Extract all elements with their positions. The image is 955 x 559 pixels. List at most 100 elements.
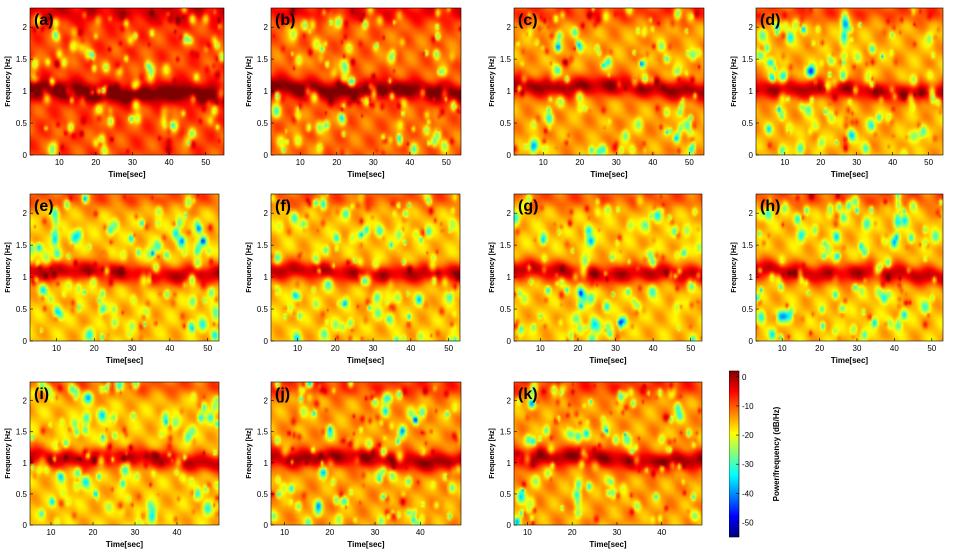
y-tick-label: 0.5 [742,119,754,128]
x-tick-label: 20 [816,158,825,167]
spectrogram-panel: (k) 10 20 30 40 0 0.5 1 1.5 2 Time[sec] Frequency [… [489,381,703,549]
panel-label: (c) [518,12,538,29]
plot-frame [29,381,220,526]
y-tick-label: 0.5 [742,305,754,314]
heatmap-image [271,382,461,525]
y-axis-label: Frequency [Hz] [5,56,12,107]
x-tick-label: 30 [852,158,861,167]
x-tick-label: 30 [369,344,378,353]
y-tick-label: 1.5 [257,241,269,250]
x-tick-label: 40 [406,344,415,353]
heatmap-image [30,194,219,341]
x-axis-label: Time[sec] [831,170,869,179]
x-tick-label: 20 [568,528,577,537]
colorbar-tick-label: -40 [742,489,754,498]
panel-label: (d) [760,12,780,29]
y-tick-label: 1.5 [500,428,512,437]
y-tick-label: 1.5 [500,55,512,64]
x-tick-label: 20 [90,344,99,353]
y-axis-label: Frequency [Hz] [5,428,12,479]
y-axis-label: Frequency [Hz] [246,428,253,479]
y-tick-label: 0.5 [500,305,512,314]
x-axis-label: Time[sec] [589,356,627,365]
x-tick-label: 30 [371,528,380,537]
heatmap-image [756,8,943,155]
x-tick-label: 40 [405,158,414,167]
y-tick-label: 2 [507,397,512,406]
y-tick-label: 0 [507,337,512,346]
x-tick-label: 10 [778,344,787,353]
y-tick-label: 2 [264,209,269,218]
panel-label: (f) [275,198,291,215]
x-tick-label: 10 [523,528,532,537]
y-tick-label: 1.5 [257,428,269,437]
y-tick-label: 0.5 [257,119,269,128]
y-tick-label: 2 [749,209,754,218]
y-tick-label: 2 [264,397,269,406]
y-axis-label: Frequency [Hz] [489,242,496,293]
x-axis-label: Time[sec] [347,170,385,179]
heatmap-image [514,8,704,155]
x-tick-label: 50 [201,158,210,167]
y-axis-label: Frequency [Hz] [731,56,738,107]
y-tick-label: 1 [507,87,512,96]
heatmap-image [30,8,224,155]
spectrogram-panel: (f) 10 20 30 40 50 0 0.5 1 1.5 2 Time[sec] Frequency… [246,193,461,365]
x-tick-label: 40 [890,344,899,353]
x-tick-label: 10 [780,158,789,167]
y-tick-label: 0 [507,521,512,530]
heatmap-image [271,194,460,341]
plot-frame [270,193,461,342]
y-tick-label: 1.5 [257,55,269,64]
x-tick-label: 20 [573,344,582,353]
x-tick-label: 50 [686,344,695,353]
y-tick-label: 1 [749,273,754,282]
x-tick-label: 30 [853,344,862,353]
y-tick-label: 0.5 [257,305,269,314]
y-tick-label: 2 [23,23,28,32]
spectrogram-panel: (j) 10 20 30 40 0 0.5 1 1.5 2 Time[sec] Frequency [… [246,381,462,549]
x-tick-label: 10 [293,344,302,353]
y-tick-label: 2 [23,397,28,406]
colorbar-tick-label: -10 [742,402,754,411]
spectrogram-panel: (d) 10 20 30 40 50 0 0.5 1 1.5 2 Time[sec] Frequency… [731,7,944,179]
x-tick-label: 30 [611,344,620,353]
x-axis-label: Time[sec] [347,356,385,365]
x-axis-label: Time[sec] [108,170,146,179]
x-tick-label: 30 [369,158,378,167]
x-tick-label: 30 [612,158,621,167]
x-tick-label: 40 [648,158,657,167]
panel-label: (i) [34,386,49,403]
panel-label: (a) [34,12,54,29]
plot-frame [29,7,225,156]
y-tick-label: 1 [264,459,269,468]
spectrogram-panel: (b) 10 20 30 40 50 0 0.5 1 1.5 2 Time[sec] Frequency… [246,7,462,179]
spectrogram-panel: (i) 10 20 30 40 0 0.5 1 1.5 2 Time[sec] Frequency [… [5,381,220,549]
heatmap-image [514,194,702,341]
y-tick-label: 0.5 [16,490,28,499]
x-axis-label: Time[sec] [106,356,144,365]
y-tick-label: 2 [264,23,269,32]
y-tick-label: 1 [264,273,269,282]
x-tick-label: 40 [173,528,182,537]
x-tick-label: 50 [444,344,453,353]
x-tick-label: 10 [536,344,545,353]
x-tick-label: 40 [888,158,897,167]
spectrogram-panel: (c) 10 20 30 40 50 0 0.5 1 1.5 2 Time[sec] Frequency… [489,7,705,179]
panel-label: (b) [275,12,295,29]
plot-frame [270,7,462,156]
panel-label: (e) [34,198,54,215]
spectrogram-panel: (h) 10 20 30 40 50 0 0.5 1 1.5 2 Time[sec] Frequency… [731,193,944,365]
x-tick-label: 10 [47,528,56,537]
x-tick-label: 30 [131,528,140,537]
x-tick-label: 20 [332,158,341,167]
plot-frame [513,381,703,526]
y-tick-label: 0.5 [16,305,28,314]
y-tick-label: 1 [749,87,754,96]
x-tick-label: 40 [416,528,425,537]
spectrogram-panel: (a) 10 20 30 40 50 0 0.5 1 1.5 2 Time[sec] Frequency… [5,7,225,179]
x-tick-label: 30 [128,344,137,353]
y-tick-label: 0 [23,151,28,160]
y-tick-label: 1 [23,87,28,96]
